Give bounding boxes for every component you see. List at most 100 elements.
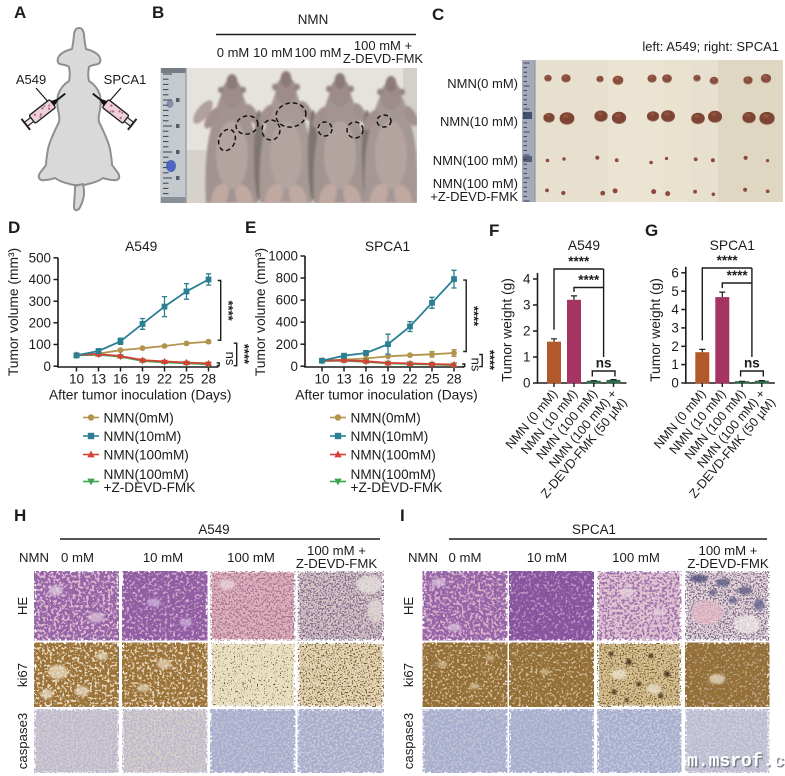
svg-text:300: 300 <box>29 294 51 309</box>
svg-text:200: 200 <box>29 315 51 330</box>
svg-text:100 mM +: 100 mM + <box>698 543 757 558</box>
svg-text:4: 4 <box>523 272 531 287</box>
svg-text:2: 2 <box>523 324 530 339</box>
svg-text:25: 25 <box>179 372 194 387</box>
svg-text:****: **** <box>221 300 236 321</box>
svg-text:NMN(10mM): NMN(10mM) <box>351 429 429 444</box>
svg-text:A: A <box>14 3 26 22</box>
svg-text:****: **** <box>578 273 600 288</box>
svg-text:ns: ns <box>469 358 484 372</box>
svg-text:NMN: NMN <box>19 550 49 565</box>
svg-text:13: 13 <box>336 372 351 387</box>
svg-text:10 mM: 10 mM <box>253 45 293 60</box>
svg-text:A549: A549 <box>198 522 229 537</box>
svg-text:ns: ns <box>223 352 238 366</box>
svg-text:3: 3 <box>671 321 678 336</box>
svg-text:After tumor inoculation (Days): After tumor inoculation (Days) <box>295 388 478 403</box>
svg-text:HE: HE <box>401 597 416 616</box>
svg-text:Tumor volume (mm³): Tumor volume (mm³) <box>6 248 21 376</box>
svg-text:6: 6 <box>671 265 678 280</box>
svg-text:0: 0 <box>671 376 678 391</box>
svg-text:0 mM: 0 mM <box>61 550 94 565</box>
svg-text:100 mM: 100 mM <box>295 45 342 60</box>
svg-text:+Z-DEVD-FMK: +Z-DEVD-FMK <box>104 480 196 495</box>
svg-text:Tumor weight (g): Tumor weight (g) <box>500 278 515 382</box>
svg-text:ns: ns <box>744 356 760 371</box>
svg-text:0 mM: 0 mM <box>217 45 250 60</box>
svg-text:1: 1 <box>523 350 530 365</box>
svg-text:4: 4 <box>671 302 679 317</box>
svg-text:400: 400 <box>29 272 51 287</box>
svg-text:SPCA1: SPCA1 <box>572 522 616 537</box>
svg-text:400: 400 <box>276 315 298 330</box>
svg-text:B: B <box>152 3 164 22</box>
svg-text:ki67: ki67 <box>15 663 30 687</box>
svg-text:100 mM +: 100 mM + <box>354 38 412 53</box>
svg-text:F: F <box>489 221 499 240</box>
svg-text:0: 0 <box>291 359 298 374</box>
svg-text:****: **** <box>237 344 252 365</box>
svg-text:600: 600 <box>276 293 298 308</box>
svg-text:HE: HE <box>15 597 30 616</box>
svg-text:10 mM: 10 mM <box>143 550 183 565</box>
svg-text:100 mM: 100 mM <box>227 550 275 565</box>
svg-text:NMN(100 mM): NMN(100 mM) <box>433 176 518 191</box>
svg-text:****: **** <box>483 350 498 371</box>
svg-text:100 mM +: 100 mM + <box>307 543 366 558</box>
svg-text:500: 500 <box>29 250 51 265</box>
svg-text:Z-DEVD-FMK: Z-DEVD-FMK <box>687 556 769 571</box>
svg-text:NMN: NMN <box>298 12 329 27</box>
svg-text:ki67: ki67 <box>401 663 416 687</box>
svg-text:100: 100 <box>29 337 51 352</box>
svg-text:10: 10 <box>69 372 85 387</box>
svg-text:NMN(100mM): NMN(100mM) <box>104 467 189 482</box>
svg-text:left: A549; right: SPCA1: left: A549; right: SPCA1 <box>642 39 779 54</box>
svg-text:+Z-DEVD-FMK: +Z-DEVD-FMK <box>351 480 443 495</box>
svg-text:NMN(0mM): NMN(0mM) <box>104 410 174 425</box>
svg-text:25: 25 <box>424 372 439 387</box>
svg-text:13: 13 <box>91 372 106 387</box>
svg-text:caspase3: caspase3 <box>401 713 416 769</box>
svg-text:800: 800 <box>276 271 298 286</box>
svg-text:NMN: NMN <box>408 550 438 565</box>
svg-text:1: 1 <box>671 357 678 372</box>
svg-text:28: 28 <box>201 372 216 387</box>
svg-text:3: 3 <box>523 298 530 313</box>
svg-text:10: 10 <box>314 372 330 387</box>
svg-text:0: 0 <box>523 376 530 391</box>
svg-text:NMN(100 mM): NMN(100 mM) <box>433 153 518 168</box>
svg-text:+Z-DEVD-FMK: +Z-DEVD-FMK <box>430 189 518 204</box>
svg-text:0 mM: 0 mM <box>449 550 482 565</box>
svg-text:SPCA1: SPCA1 <box>710 238 755 253</box>
svg-text:200: 200 <box>276 337 298 352</box>
svg-text:ns: ns <box>596 356 612 371</box>
svg-text:NMN(0 mM): NMN(0 mM) <box>447 76 518 91</box>
svg-text:Tumor volume (mm³): Tumor volume (mm³) <box>253 248 268 376</box>
svg-text:C: C <box>432 5 444 24</box>
svg-text:NMN(100mM): NMN(100mM) <box>351 467 436 482</box>
svg-text:1000: 1000 <box>268 249 298 264</box>
svg-text:22: 22 <box>402 372 417 387</box>
svg-text:SPCA1: SPCA1 <box>104 72 147 87</box>
svg-text:A549: A549 <box>568 238 601 253</box>
svg-text:NMN(100mM): NMN(100mM) <box>351 447 436 462</box>
svg-text:2: 2 <box>671 339 678 354</box>
svg-text:Z-DEVD-FMK: Z-DEVD-FMK <box>343 51 423 66</box>
svg-text:Z-DEVD-FMK: Z-DEVD-FMK <box>296 556 378 571</box>
svg-text:H: H <box>14 506 26 525</box>
svg-text:16: 16 <box>358 372 373 387</box>
svg-text:0: 0 <box>44 359 51 374</box>
svg-text:19: 19 <box>380 372 395 387</box>
svg-text:NMN(10 mM): NMN(10 mM) <box>440 114 518 129</box>
svg-text:G: G <box>645 221 658 240</box>
svg-text:A549: A549 <box>125 239 158 254</box>
svg-text:D: D <box>8 218 20 237</box>
svg-text:****: **** <box>467 306 482 327</box>
svg-text:SPCA1: SPCA1 <box>365 239 410 254</box>
svg-text:NMN(0mM): NMN(0mM) <box>351 410 421 425</box>
svg-text:caspase3: caspase3 <box>15 713 30 769</box>
svg-text:100 mM: 100 mM <box>612 550 660 565</box>
svg-text:A549: A549 <box>16 72 46 87</box>
svg-text:Tumor weight (g): Tumor weight (g) <box>648 278 663 382</box>
svg-text:m.msrof.co: m.msrof.co <box>687 752 785 772</box>
